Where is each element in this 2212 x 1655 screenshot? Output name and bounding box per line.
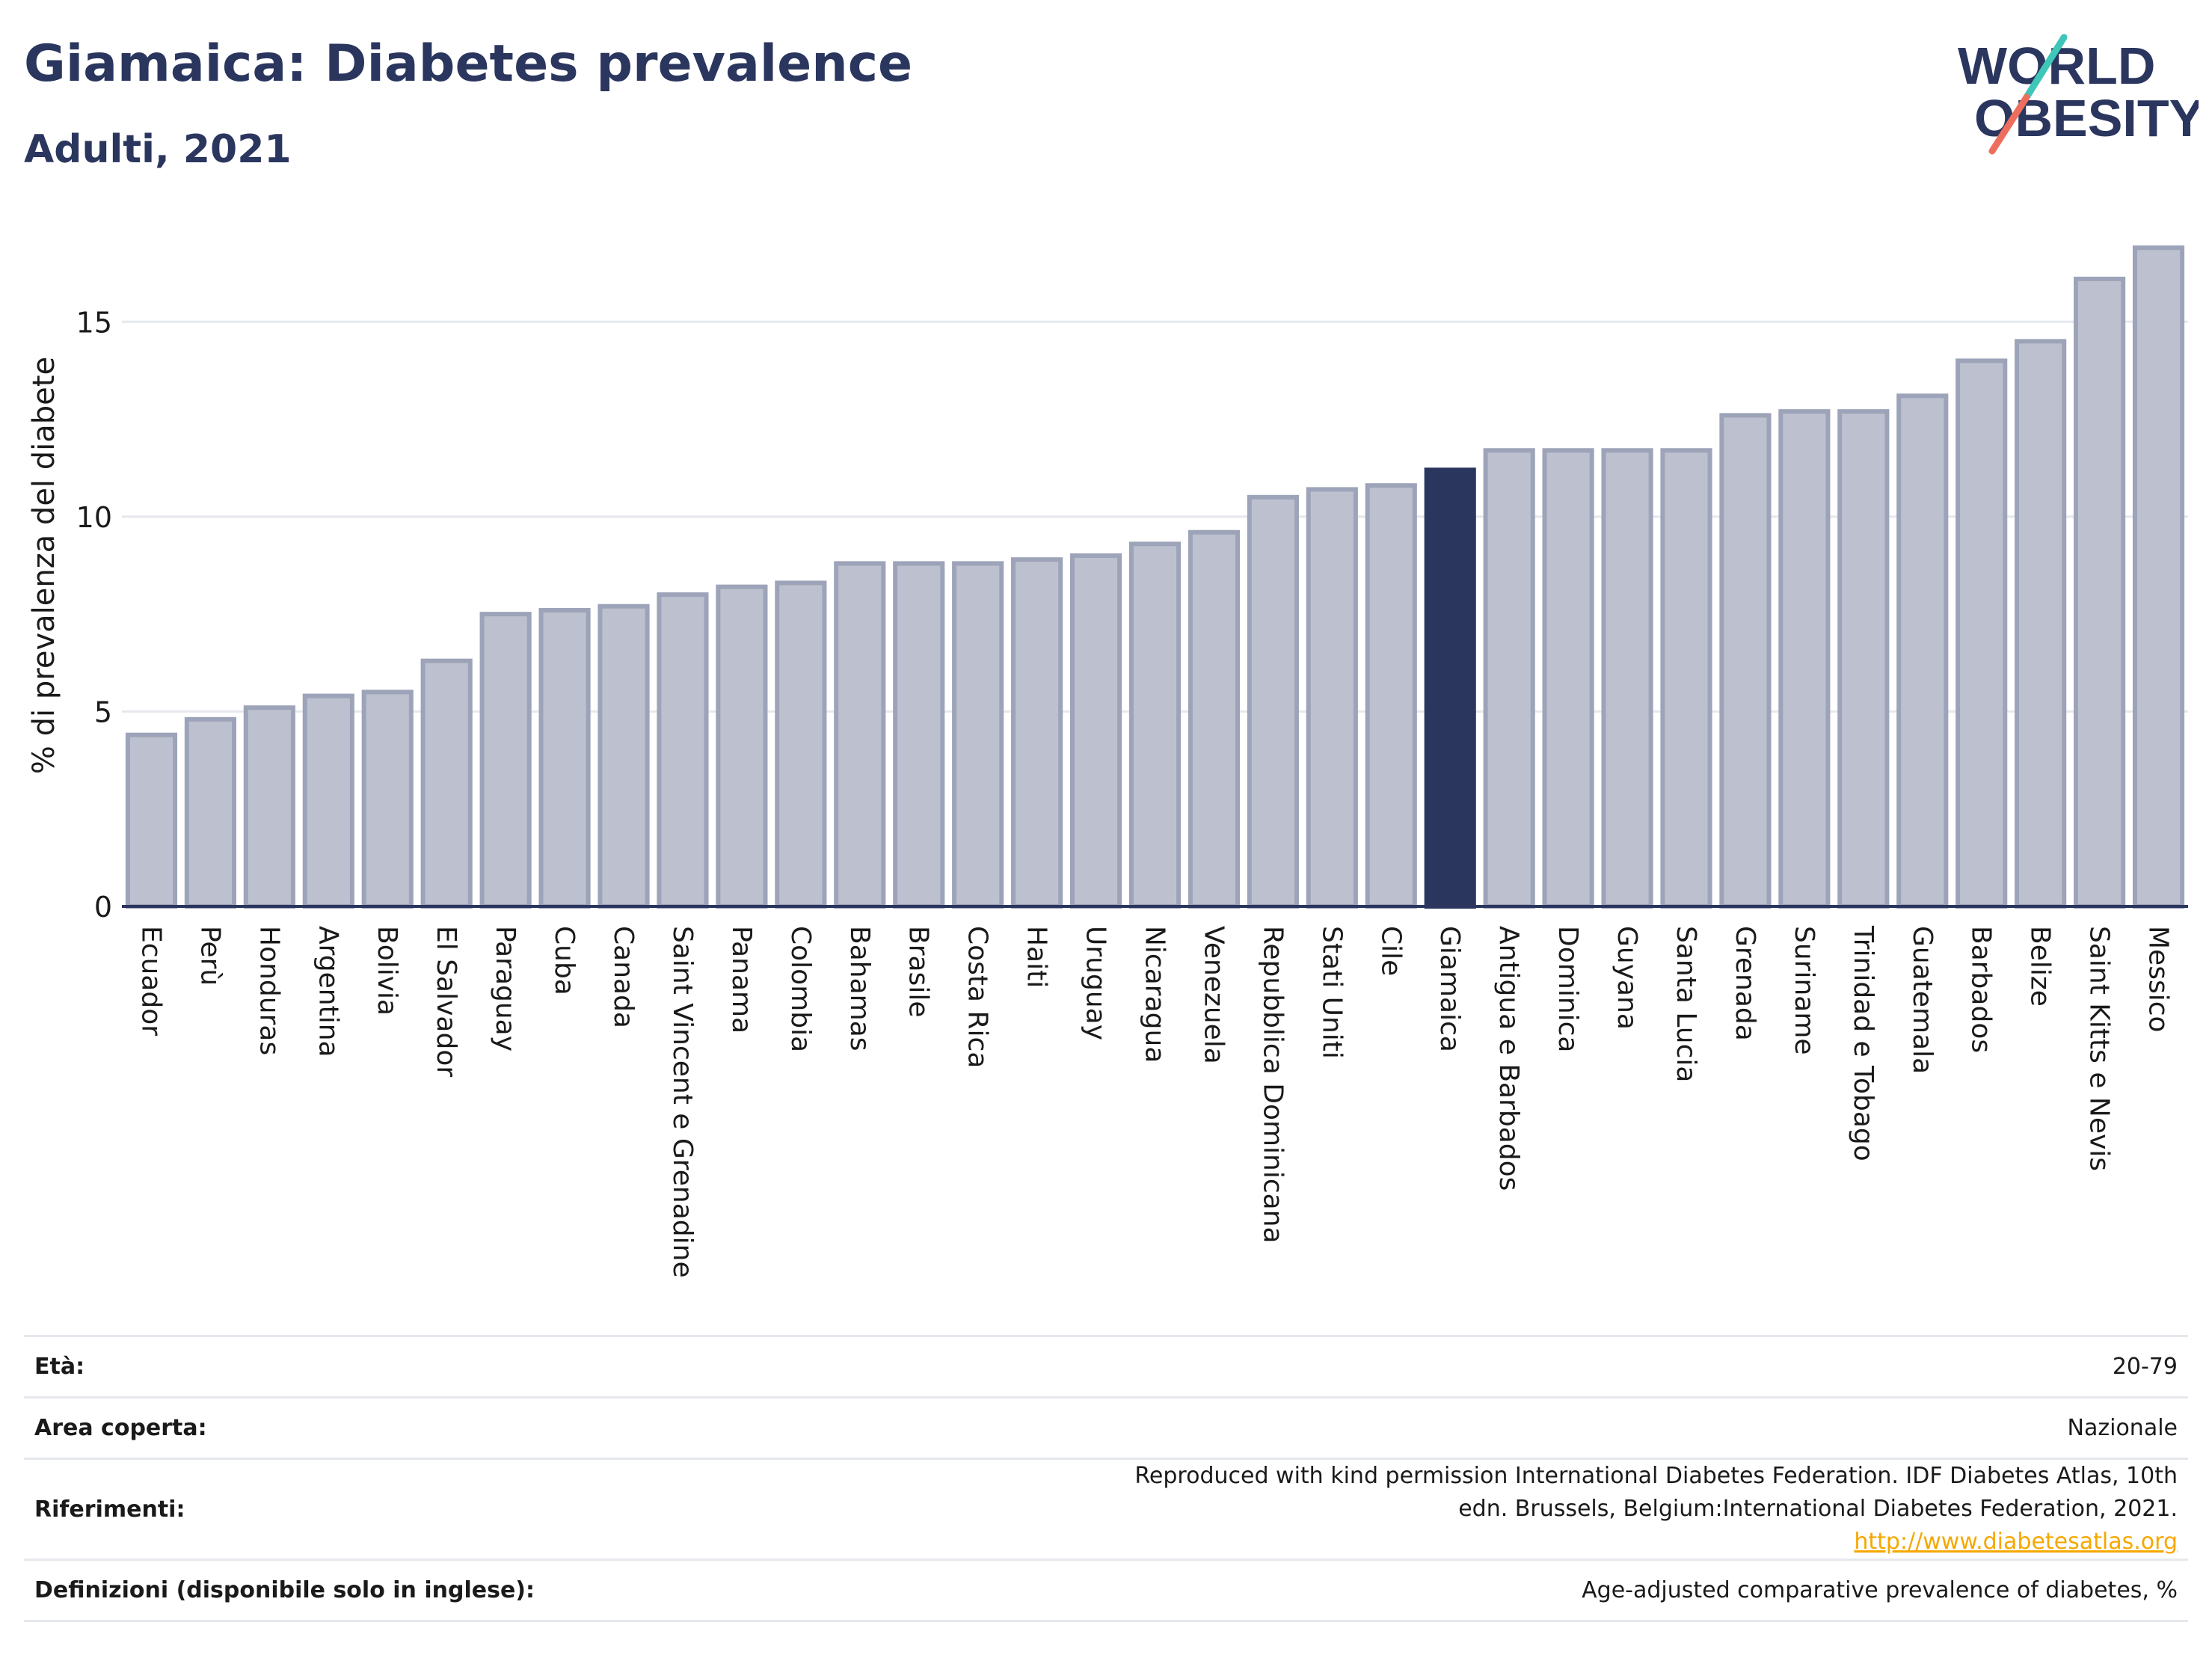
bar [1896,393,1949,909]
x-tick-label: Nicaragua [1140,926,1170,1063]
x-tick-label: Giamaica [1434,926,1465,1052]
page-title: Giamaica: Diabetes prevalence [24,34,913,93]
bar [1660,448,1712,909]
x-tick-label: Panama [726,926,757,1034]
bar [1483,448,1535,909]
bar [893,561,945,909]
bar [184,716,236,909]
y-axis-label: % di prevalenza del diabete [27,357,61,774]
metadata-label: Definizioni (disponibile solo in inglese… [24,1559,545,1622]
x-tick-label: Perù [194,926,225,986]
bar [1956,358,2008,909]
metadata-label: Riferimenti: [24,1458,545,1560]
x-tick-label: Guatemala [1907,926,1938,1074]
x-tick-label: Uruguay [1081,926,1111,1040]
metadata-value: 20-79 [545,1335,2188,1398]
x-tick-label: Suriname [1789,926,1819,1055]
x-tick-label: Paraguay [490,926,520,1051]
x-tick-label: Messico [2143,926,2174,1033]
bar [952,561,1004,909]
y-tick-label: 5 [94,696,112,728]
bar [834,561,886,909]
metadata-label: Età: [24,1335,545,1398]
bar [420,658,473,909]
bar [125,732,178,909]
x-tick-label: Repubblica Dominicana [1257,926,1288,1244]
x-tick-label: Antigua e Barbados [1493,926,1524,1191]
bar [1542,448,1594,909]
bar [716,584,768,909]
x-tick-label: Bolivia [372,926,402,1016]
world-obesity-logo: WORLD OBESITY [1958,34,2199,155]
x-tick-label: Haiti [1021,926,1052,988]
y-tick-label: 0 [94,891,112,924]
y-tick-label: 10 [76,501,112,534]
x-tick-label: Ecuador [135,926,166,1036]
x-tick-label: Canada [608,926,639,1028]
x-tick-label: Argentina [313,926,343,1057]
bar [1365,483,1417,909]
page-subtitle: Adulti, 2021 [24,127,292,172]
bar [1719,413,1772,909]
bar [1306,487,1358,909]
bar [479,612,532,909]
x-tick-label: Saint Kitts e Nevis [2084,926,2115,1171]
logo-slash-teal [2023,34,2068,101]
bar [2132,245,2185,909]
x-tick-label: Dominica [1552,926,1583,1053]
metadata-value: Nazionale [545,1396,2188,1459]
x-tick-label: Trinidad e Tobago [1848,925,1878,1161]
bar [243,705,295,909]
bar [361,690,414,909]
metadata-label: Area coperta: [24,1396,545,1459]
reference-link[interactable]: http://www.diabetesatlas.org [1854,1529,2178,1555]
x-tick-label: Cuba [549,926,580,995]
bar [775,580,827,909]
x-tick-label: Grenada [1730,926,1760,1041]
x-tick-label: Guyana [1612,926,1642,1030]
bar [1424,467,1476,909]
x-tick-label: Santa Lucia [1671,926,1701,1082]
metadata-row: Definizioni (disponibile solo in inglese… [24,1559,2188,1622]
x-tick-label: Belize [2025,926,2056,1007]
logo-slash-red [1988,93,2030,155]
metadata-table: Età: 20-79 Area coperta: Nazionale Riferimen… [24,1335,2188,1622]
bar [2074,276,2126,909]
metadata-row: Riferimenti: Reproduced with kind permiss… [24,1458,2188,1560]
x-tick-label: Costa Rica [962,926,993,1068]
metadata-row: Area coperta: Nazionale [24,1396,2188,1459]
x-tick-label: Saint Vincent e Grenadine [667,926,698,1278]
x-tick-label: Stati Uniti [1316,926,1347,1059]
bar [1069,553,1122,909]
bar [1011,557,1063,909]
x-tick-label: Venezuela [1198,926,1229,1064]
bar [597,604,650,909]
bar [1247,494,1299,909]
bar [2015,339,2067,909]
bar [1778,409,1831,909]
bar [1188,529,1241,909]
bar [302,693,354,909]
metadata-value: Reproduced with kind permission Internat… [545,1458,2188,1560]
x-tick-label: El Salvador [431,926,461,1077]
x-tick-label: Bahamas [844,926,875,1051]
bar [1128,541,1182,909]
bar [1837,409,1890,909]
bar [657,592,709,909]
x-tick-label: Honduras [254,926,284,1055]
y-tick-label: 15 [76,306,112,339]
bar [1601,448,1653,909]
bar-chart: 0 5 10 15 % di prevalenza del diabete Ecuador… [27,245,2188,1278]
x-tick-label: Cile [1375,926,1406,976]
metadata-row: Età: 20-79 [24,1335,2188,1398]
bar [538,607,591,909]
x-tick-label: Barbados [1966,926,1997,1053]
x-tick-label: Brasile [903,926,934,1017]
metadata-value: Age-adjusted comparative prevalence of d… [545,1559,2188,1622]
x-tick-label: Colombia [785,926,816,1052]
